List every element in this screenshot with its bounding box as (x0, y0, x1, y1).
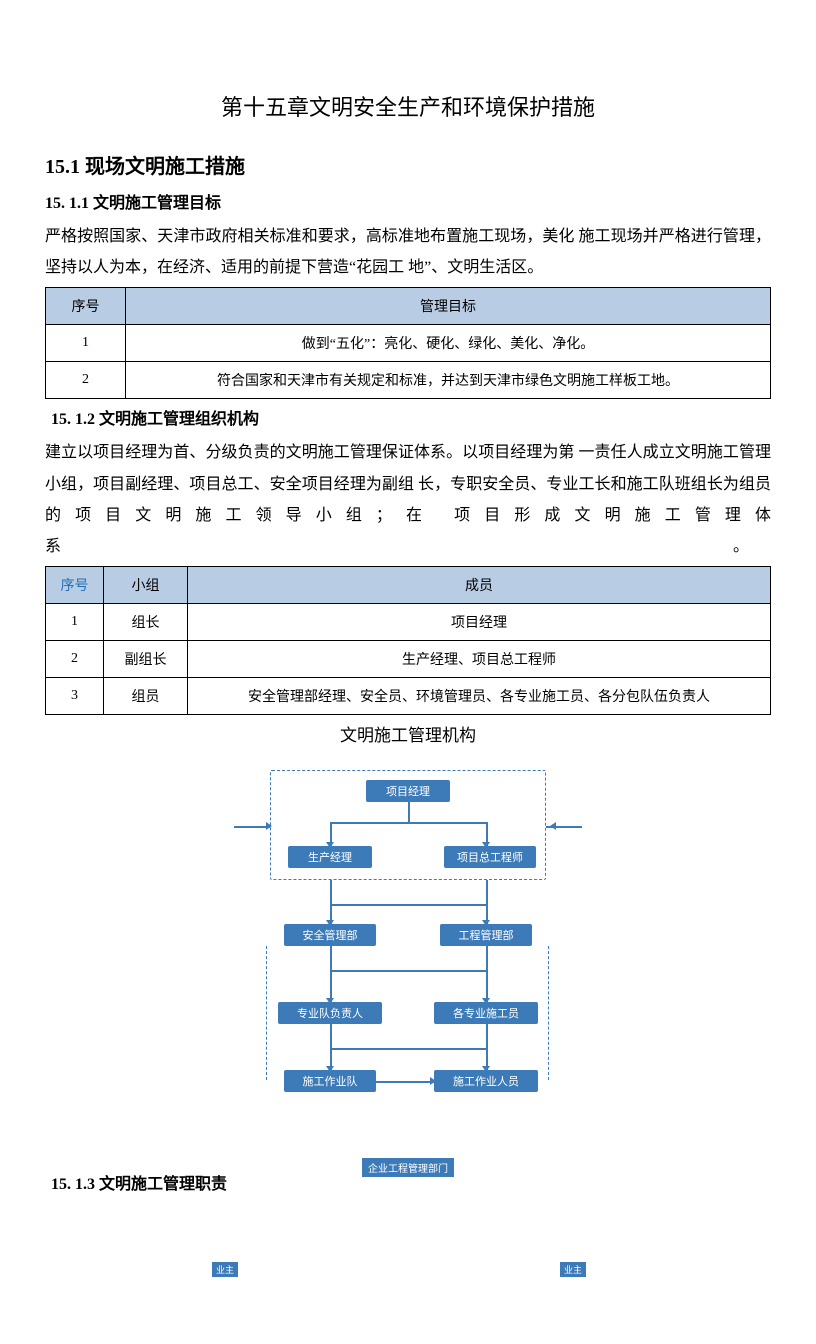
subsection-15-1-1-title: 15. 1.1 文明施工管理目标 (45, 189, 771, 213)
table1-header-goal: 管理目标 (126, 288, 771, 325)
table-row: 3 组员 安全管理部经理、安全员、环境管理员、各专业施工员、各分包队伍负责人 (46, 678, 771, 715)
flowchart-node-chief: 项目总工程师 (444, 846, 536, 868)
table2-cell: 组员 (104, 678, 188, 715)
table2-cell: 副组长 (104, 641, 188, 678)
subsection-15-1-2-title: 15. 1.2 文明施工管理组织机构 (45, 405, 771, 429)
badge-owner-left: 业主 (212, 1262, 238, 1277)
table2-cell: 1 (46, 604, 104, 641)
flowchart-edge (330, 946, 332, 970)
table1-cell: 符合国家和天津市有关规定和标准，并达到天津市绿色文明施工样板工地。 (126, 362, 771, 399)
flowchart-node-workers: 施工作业人员 (434, 1070, 538, 1092)
table2-cell: 2 (46, 641, 104, 678)
figure-title: 文明施工管理机构 (45, 721, 771, 746)
flowchart-node-engdept: 工程管理部 (440, 924, 532, 946)
flowchart-dashed-edge (548, 946, 549, 1080)
flowchart-edge (486, 880, 488, 904)
arrow-right-icon (266, 822, 272, 830)
flowchart-edge (486, 1024, 488, 1048)
flowchart-edge (408, 802, 410, 822)
table2-cell: 生产经理、项目总工程师 (188, 641, 771, 678)
flowchart-edge (330, 1048, 486, 1050)
table-management-goals: 序号 管理目标 1 做到“五化”：亮化、硬化、绿化、美化、净化。 2 符合国家和… (45, 287, 771, 399)
table-management-team: 序号 小组 成员 1 组长 项目经理 2 副组长 生产经理、项目总工程师 3 组… (45, 566, 771, 715)
flowchart-node-teamlead: 专业队负责人 (278, 1002, 382, 1024)
chapter-title: 第十五章文明安全生产和环境保护措施 (45, 90, 771, 122)
table2-cell: 组长 (104, 604, 188, 641)
paragraph-1: 严格按照国家、天津市政府相关标准和要求，高标准地布置施工现场，美化 施工现场并严… (45, 221, 771, 283)
table-row: 1 组长 项目经理 (46, 604, 771, 641)
flowchart-edge (486, 946, 488, 970)
flowchart-edge (330, 880, 332, 904)
flowchart-node-workteam: 施工作业队 (284, 1070, 376, 1092)
table1-cell: 2 (46, 362, 126, 399)
table2-cell: 3 (46, 678, 104, 715)
table2-cell: 项目经理 (188, 604, 771, 641)
paragraph-2: 建立以项目经理为首、分级负责的文明施工管理保证体系。以项目经理为第 一责任人成立… (45, 437, 771, 562)
table-row: 2 符合国家和天津市有关规定和标准，并达到天津市绿色文明施工样板工地。 (46, 362, 771, 399)
table2-header-seq: 序号 (46, 567, 104, 604)
table1-header-seq: 序号 (46, 288, 126, 325)
table-row: 2 副组长 生产经理、项目总工程师 (46, 641, 771, 678)
flowchart-edge (330, 970, 486, 972)
table2-cell: 安全管理部经理、安全员、环境管理员、各专业施工员、各分包队伍负责人 (188, 678, 771, 715)
flowchart-node-prod: 生产经理 (288, 846, 372, 868)
flowchart-edge (234, 826, 270, 828)
flowchart-node-pm: 项目经理 (366, 780, 450, 802)
flowchart-dashed-edge (266, 946, 267, 1080)
flowchart-org-structure: 项目经理生产经理项目总工程师安全管理部工程管理部专业队负责人各专业施工员施工作业… (228, 764, 588, 1164)
table2-header-members: 成员 (188, 567, 771, 604)
badge-enterprise-dept: 企业工程管理部门 (362, 1158, 454, 1177)
flowchart-edge (330, 822, 486, 824)
table-row: 1 做到“五化”：亮化、硬化、绿化、美化、净化。 (46, 325, 771, 362)
table1-cell: 做到“五化”：亮化、硬化、绿化、美化、净化。 (126, 325, 771, 362)
table2-header-group: 小组 (104, 567, 188, 604)
table1-cell: 1 (46, 325, 126, 362)
arrow-left-icon (550, 822, 556, 830)
badge-owner-right: 业主 (560, 1262, 586, 1277)
flowchart-node-safety: 安全管理部 (284, 924, 376, 946)
flowchart-edge (330, 904, 486, 906)
flowchart-edge (376, 1081, 434, 1083)
section-15-1-title: 15.1 现场文明施工措施 (45, 150, 771, 179)
flowchart-edge (330, 1024, 332, 1048)
flowchart-node-conseng: 各专业施工员 (434, 1002, 538, 1024)
